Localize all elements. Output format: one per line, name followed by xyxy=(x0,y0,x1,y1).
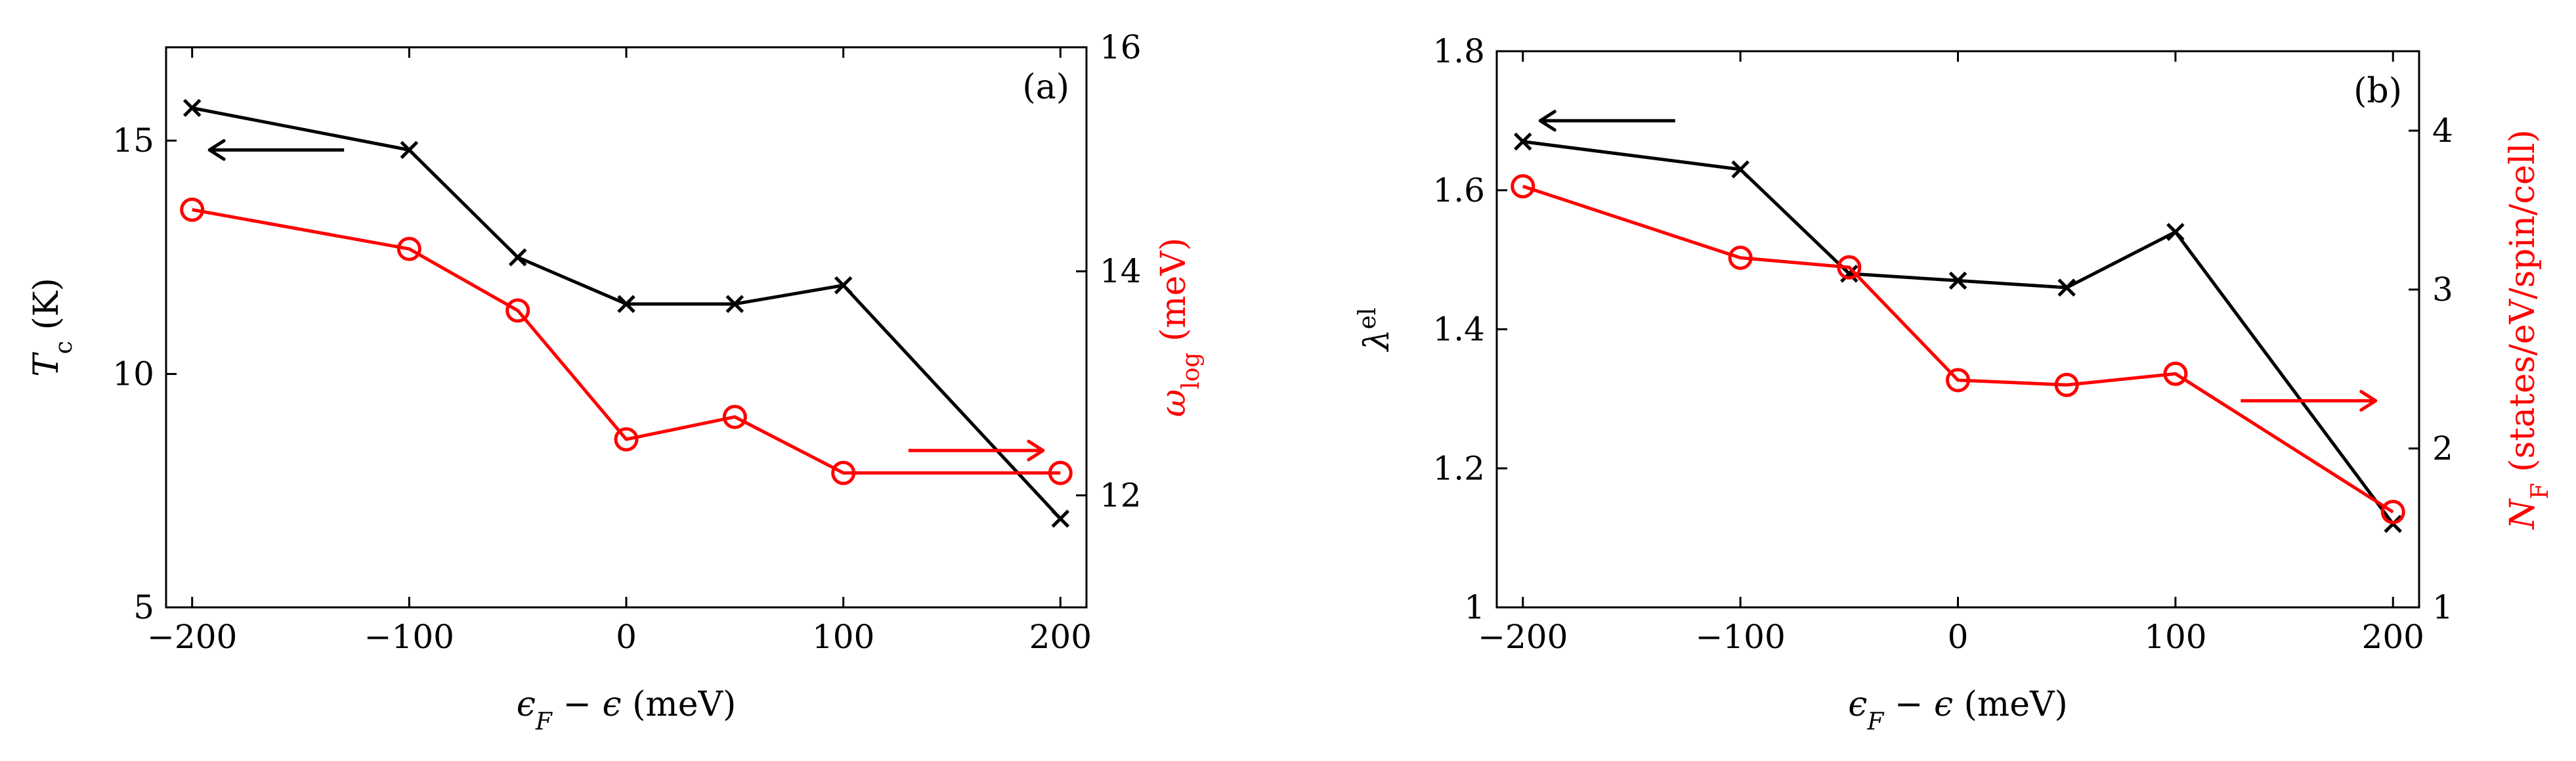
x-tick-label: 200 xyxy=(2362,618,2424,656)
data-point-circle xyxy=(1946,368,1970,393)
y-left-tick-label: 10 xyxy=(112,355,154,393)
chart-panel-a: −200 −100 0 100 200 5 10 15 12 14 16 (a) ϵF − ϵ (meV… xyxy=(27,28,1205,735)
y-left-tick-label: 1.6 xyxy=(1432,171,1485,209)
data-point-circle xyxy=(180,197,205,222)
axis-arrow-left xyxy=(1538,110,1675,132)
data-point-cross xyxy=(2166,223,2185,242)
x-tick-label: 200 xyxy=(1029,618,1092,656)
y-left-axis-label: Tc (K) xyxy=(27,278,77,377)
data-point-circle xyxy=(831,460,856,485)
axis-arrow-right xyxy=(908,439,1045,462)
panel-label: (a) xyxy=(1022,68,1069,107)
y-left-tick-label: 1 xyxy=(1464,588,1485,626)
data-point-cross xyxy=(1948,271,1967,290)
y-left-tick-label: 5 xyxy=(133,588,154,626)
x-tick-label: 0 xyxy=(1948,618,1969,656)
x-tick-label: 100 xyxy=(812,618,874,656)
y-left-tick-label: 1.2 xyxy=(1432,449,1485,487)
y-right-axis-label: NF (states/eV/spin/cell) xyxy=(2503,129,2554,531)
data-point-circle xyxy=(505,298,530,323)
data-point-cross xyxy=(1513,132,1532,151)
x-tick-label: −100 xyxy=(364,618,454,656)
data-point-circle xyxy=(2054,372,2079,397)
x-axis-label: ϵF − ϵ (meV) xyxy=(1848,685,2068,735)
data-point-circle xyxy=(1837,255,1862,280)
y-left-tick-label: 1.4 xyxy=(1432,311,1485,349)
data-point-circle xyxy=(397,236,421,261)
data-point-cross xyxy=(1731,160,1750,179)
x-tick-label: 100 xyxy=(2144,618,2206,656)
y-right-tick-label: 2 xyxy=(2432,429,2453,467)
data-point-circle xyxy=(2380,500,2405,525)
series-line-black xyxy=(1522,140,2395,525)
y-right-axis-label: ωlog (meV) xyxy=(1154,238,1205,417)
x-axis-label: ϵF − ϵ (meV) xyxy=(517,685,737,735)
data-point-circle xyxy=(1511,174,1535,199)
x-tick-label: 0 xyxy=(616,618,637,656)
series-line-black xyxy=(192,106,1062,520)
data-point-cross xyxy=(725,295,744,313)
x-tick-label: −200 xyxy=(1478,618,1568,656)
panel-label: (b) xyxy=(2353,72,2402,111)
data-point-circle xyxy=(614,427,639,452)
y-right-tick-label: 14 xyxy=(1100,252,1142,290)
svg-text:NF (states/eV/spin/cell): NF (states/eV/spin/cell) xyxy=(2503,129,2554,531)
y-left-tick-label: 15 xyxy=(112,121,154,160)
y-right-tick-label: 1 xyxy=(2432,588,2453,626)
y-right-tick-label: 4 xyxy=(2432,112,2453,150)
data-point-cross xyxy=(1051,510,1070,528)
series-line-red xyxy=(192,207,1061,475)
data-point-circle xyxy=(2163,361,2188,386)
data-point-circle xyxy=(1048,460,1073,485)
axis-arrow-left xyxy=(207,139,345,161)
y-left-tick-label: 1.8 xyxy=(1432,32,1485,70)
y-right-tick-label: 3 xyxy=(2432,271,2453,309)
plot-frame xyxy=(1495,50,2420,609)
series-line-red xyxy=(1522,185,2394,513)
x-tick-label: −100 xyxy=(1695,618,1785,656)
x-tick-label: −200 xyxy=(147,618,237,656)
svg-text:Tc (K): Tc (K) xyxy=(27,278,77,377)
y-right-tick-label: 12 xyxy=(1100,476,1142,514)
data-point-cross xyxy=(2057,278,2076,297)
data-point-cross xyxy=(508,248,527,267)
data-point-cross xyxy=(400,141,419,160)
svg-text:λel: λel xyxy=(1354,308,1398,353)
data-point-cross xyxy=(617,295,635,313)
axis-arrow-right xyxy=(2241,389,2378,412)
y-right-tick-label: 16 xyxy=(1100,28,1142,66)
data-point-cross xyxy=(834,276,853,295)
svg-text:ωlog (meV): ωlog (meV) xyxy=(1154,238,1205,417)
y-left-axis-label: λel xyxy=(1354,308,1398,353)
data-point-circle xyxy=(722,404,747,429)
data-point-cross xyxy=(182,98,202,118)
data-point-circle xyxy=(1728,246,1753,271)
